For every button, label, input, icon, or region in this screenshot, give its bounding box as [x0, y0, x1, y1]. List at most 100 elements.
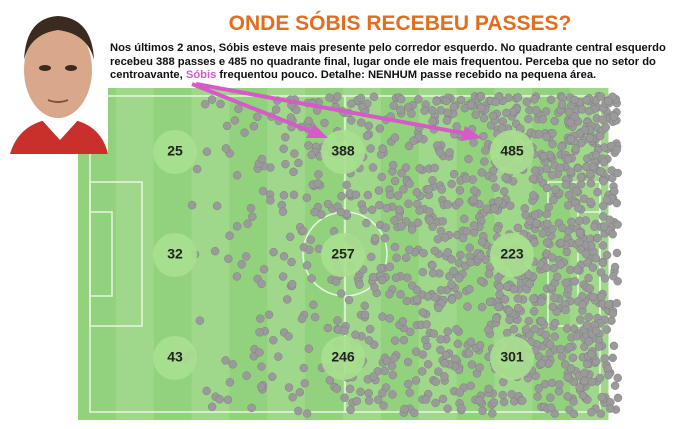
pass-dot: [530, 238, 539, 247]
pass-dot: [566, 364, 576, 373]
pass-dot: [382, 203, 392, 213]
pass-dot: [414, 95, 423, 104]
pass-dot: [207, 95, 217, 104]
pass-dot: [613, 220, 622, 229]
pass-dot: [433, 234, 443, 244]
pass-dot: [591, 254, 601, 263]
pass-dot: [248, 212, 257, 221]
pass-dot: [574, 203, 583, 213]
pass-dot: [289, 190, 299, 200]
pass-dot: [399, 335, 409, 345]
pass-dot: [264, 310, 274, 319]
pass-dot: [557, 100, 567, 109]
title: ONDE SÓBIS RECEBEU PASSES?: [228, 12, 572, 35]
pass-dot: [467, 360, 477, 369]
pass-dot: [501, 173, 510, 183]
pass-dot: [529, 191, 538, 200]
pass-dot: [281, 133, 290, 142]
pass-dot: [428, 268, 438, 278]
pass-dot: [364, 336, 374, 345]
pass-dot: [509, 325, 519, 334]
pass-dot: [490, 204, 499, 213]
pass-dot: [407, 225, 417, 234]
pass-dot: [388, 370, 398, 380]
pass-dot: [269, 336, 278, 345]
pass-dot: [397, 222, 406, 231]
pass-dot: [542, 164, 552, 174]
zone-circle: [321, 336, 365, 380]
pass-dot: [269, 247, 278, 257]
pass-dot: [575, 228, 585, 238]
pass-dot: [441, 351, 451, 360]
pass-dot: [537, 297, 546, 306]
pass-dot: [586, 179, 596, 188]
pass-dot: [552, 272, 562, 282]
pass-dot: [604, 96, 613, 106]
pass-dot: [447, 179, 456, 189]
pass-dot: [485, 297, 495, 307]
pass-dot: [404, 199, 413, 208]
pass-dot: [604, 371, 613, 380]
pass-dot: [314, 170, 323, 179]
pass-dot: [612, 299, 621, 308]
pass-dot: [360, 301, 369, 311]
pass-dot: [462, 227, 471, 236]
pass-dot: [232, 222, 242, 231]
pass-dot: [488, 111, 498, 121]
pass-dot: [385, 314, 394, 323]
pass-dot: [434, 367, 443, 376]
pass-dot: [600, 274, 610, 283]
pass-dot: [481, 146, 490, 155]
pass-dot: [476, 251, 485, 260]
pass-dot: [521, 325, 531, 334]
pass-dot: [595, 373, 605, 383]
pass-dot: [454, 274, 464, 283]
pass-dot: [294, 158, 303, 168]
pass-dot: [548, 129, 557, 138]
pass-dot: [452, 325, 461, 334]
pass-dot: [550, 293, 559, 302]
pass-dot: [258, 186, 268, 196]
pass-dot: [281, 159, 290, 169]
pass-dot: [423, 292, 433, 301]
pass-dot: [513, 93, 523, 102]
pass-dot: [573, 265, 582, 274]
pass-dot: [390, 242, 400, 252]
pass-dot: [392, 253, 401, 262]
pass-dot: [232, 272, 242, 281]
pass-dot: [571, 144, 580, 153]
pass-dot: [521, 210, 530, 220]
pass-dot: [247, 403, 256, 413]
pass-dot: [530, 166, 540, 175]
pass-dot: [313, 179, 322, 188]
pass-dot: [223, 395, 233, 404]
pass-dot: [593, 187, 602, 197]
pass-dot: [455, 388, 464, 397]
zone-count: 223: [500, 246, 524, 262]
pass-dot: [505, 315, 514, 325]
pass-dot: [542, 263, 551, 272]
pass-dot: [249, 122, 259, 131]
pass-dot: [537, 359, 546, 368]
pass-dot: [582, 95, 591, 105]
pass-dot: [555, 380, 564, 389]
pass-dot: [488, 173, 498, 183]
pass-dot: [362, 218, 371, 228]
pass-dot: [388, 390, 397, 399]
pass-dot: [359, 205, 368, 215]
pass-dot: [366, 144, 375, 153]
pass-dot: [529, 307, 539, 316]
pass-dot: [562, 247, 572, 257]
pass-dot: [461, 174, 471, 183]
pass-dot: [373, 395, 383, 404]
pass-dot: [396, 105, 405, 115]
pass-dot: [435, 148, 445, 157]
pass-dot: [584, 312, 593, 322]
pass-dot: [442, 116, 452, 125]
pass-dot: [573, 163, 583, 173]
pass-dot: [257, 154, 267, 164]
pass-dot: [578, 391, 588, 400]
pass-dot: [452, 122, 461, 131]
pass-dot: [449, 266, 458, 276]
pass-dot: [465, 284, 474, 294]
